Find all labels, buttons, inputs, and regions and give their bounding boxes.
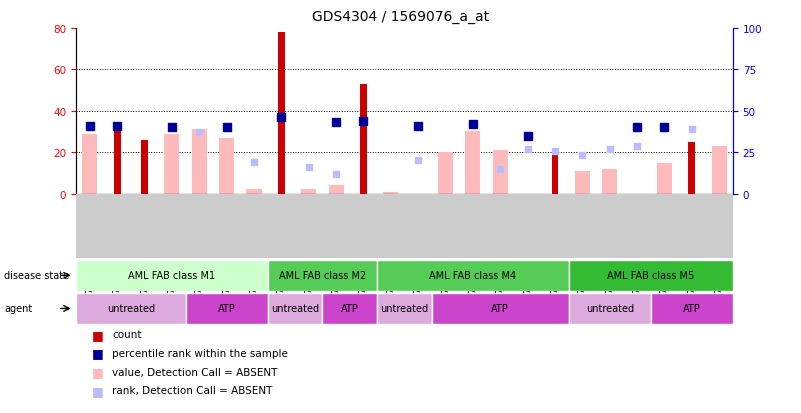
Bar (712, 147, 727, 194)
Text: value, Detection Call = ABSENT: value, Detection Call = ABSENT (112, 367, 277, 377)
Point (412, 123, 425, 130)
Bar (432, 293, 569, 324)
Point (330, 171, 343, 178)
Bar (575, 171, 590, 194)
Point (630, 125, 643, 131)
Bar (465, 132, 481, 194)
Bar (328, 186, 344, 194)
Point (412, 158, 425, 164)
Point (658, 125, 671, 131)
Bar (83, 134, 97, 194)
Bar (268, 260, 377, 291)
Bar (657, 163, 672, 194)
Bar (493, 151, 508, 194)
Bar (602, 169, 618, 194)
Point (521, 146, 534, 153)
Bar (76, 293, 186, 324)
Text: GDS4304 / 1569076_a_at: GDS4304 / 1569076_a_at (312, 10, 489, 24)
Text: ■: ■ (92, 384, 104, 397)
Text: ■: ■ (92, 365, 104, 378)
Bar (301, 190, 316, 194)
Point (630, 143, 643, 150)
Text: count: count (112, 330, 142, 339)
Bar (689, 142, 695, 194)
Bar (247, 190, 261, 194)
Bar (268, 293, 322, 324)
Point (330, 120, 343, 126)
Bar (360, 85, 367, 194)
Text: ATP: ATP (218, 304, 235, 314)
Bar (76, 260, 268, 291)
Bar (384, 192, 398, 194)
Bar (569, 293, 650, 324)
Bar (164, 134, 179, 194)
Text: rank, Detection Call = ABSENT: rank, Detection Call = ABSENT (112, 385, 272, 395)
Bar (114, 130, 120, 194)
Bar (191, 130, 207, 194)
Bar (186, 293, 268, 324)
Text: agent: agent (4, 304, 32, 314)
Point (248, 159, 260, 166)
Text: untreated: untreated (271, 304, 319, 314)
Bar (322, 293, 377, 324)
Text: AML FAB class M2: AML FAB class M2 (279, 271, 366, 281)
Text: untreated: untreated (107, 304, 155, 314)
Point (576, 153, 589, 159)
Bar (569, 260, 733, 291)
Text: disease state: disease state (4, 271, 69, 281)
Point (521, 133, 534, 140)
Point (549, 148, 562, 154)
Text: ■: ■ (92, 328, 104, 341)
Bar (552, 151, 558, 194)
Point (193, 130, 206, 136)
Point (302, 164, 315, 171)
Text: ATP: ATP (683, 304, 701, 314)
Bar (438, 153, 453, 194)
Point (357, 118, 370, 125)
Point (603, 146, 616, 153)
Point (111, 123, 123, 130)
Bar (650, 293, 733, 324)
Text: untreated: untreated (586, 304, 634, 314)
Point (494, 166, 507, 173)
Text: untreated: untreated (380, 304, 429, 314)
Text: percentile rank within the sample: percentile rank within the sample (112, 348, 288, 358)
Point (83, 123, 96, 130)
Point (275, 115, 288, 121)
Point (686, 126, 698, 133)
Text: AML FAB class M1: AML FAB class M1 (128, 271, 215, 281)
Bar (141, 140, 148, 194)
Point (166, 125, 179, 131)
Bar (377, 293, 432, 324)
Bar (377, 260, 569, 291)
Text: AML FAB class M5: AML FAB class M5 (607, 271, 694, 281)
Bar (219, 138, 234, 194)
Text: AML FAB class M4: AML FAB class M4 (429, 271, 517, 281)
Text: ATP: ATP (492, 304, 509, 314)
Bar (278, 33, 284, 194)
Text: ATP: ATP (341, 304, 359, 314)
Text: ■: ■ (92, 347, 104, 360)
Point (220, 125, 233, 131)
Point (466, 121, 479, 128)
